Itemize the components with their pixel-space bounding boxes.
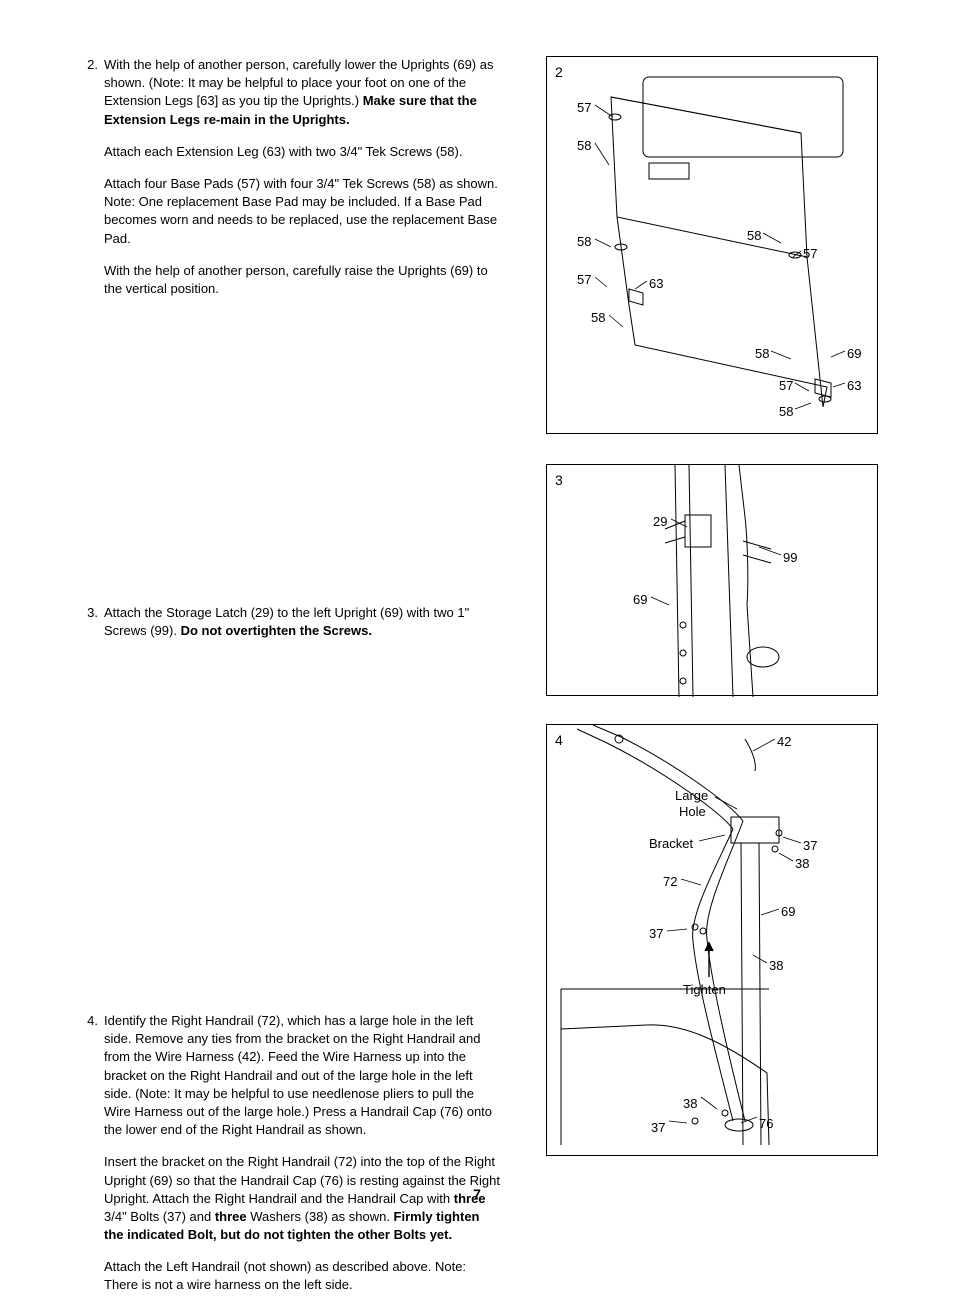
callout-label: 72: [663, 873, 677, 891]
callout-label: 99: [783, 549, 797, 567]
callout-label: 38: [769, 957, 783, 975]
callout-label: 29: [653, 513, 667, 531]
callout-label: 58: [779, 403, 793, 421]
callout-label: 38: [795, 855, 809, 873]
paragraph: Insert the bracket on the Right Handrail…: [104, 1153, 500, 1244]
step-number: 4.: [80, 1012, 104, 1309]
paragraph: Attach each Extension Leg (63) with two …: [104, 143, 500, 161]
paragraph: With the help of another person, careful…: [104, 56, 500, 129]
callout-label: 63: [847, 377, 861, 395]
callout-label: Tighten: [683, 981, 726, 999]
callout-label: 76: [759, 1115, 773, 1133]
paragraph: With the help of another person, careful…: [104, 262, 500, 298]
callout-label: 58: [747, 227, 761, 245]
callout-label: 57: [577, 271, 591, 289]
callout-label: Hole: [679, 803, 706, 821]
callout-label: 38: [683, 1095, 697, 1113]
figure-3: 3 299969: [546, 464, 878, 696]
step-number: 3.: [80, 604, 104, 744]
callout-label: 58: [577, 233, 591, 251]
figure-2: 2 57585857586358575869576358: [546, 56, 878, 434]
paragraph: Attach the Left Handrail (not shown) as …: [104, 1258, 500, 1294]
figure-4: 4: [546, 724, 878, 1156]
callout-label: 37: [803, 837, 817, 855]
callout-label: 58: [577, 137, 591, 155]
callout-label: 57: [803, 245, 817, 263]
step-number: 2.: [80, 56, 104, 456]
callout-label: 37: [651, 1119, 665, 1137]
callout-label: 58: [755, 345, 769, 363]
callout-label: Bracket: [649, 835, 693, 853]
figure-3-svg: [547, 465, 879, 697]
step-body: Identify the Right Handrail (72), which …: [104, 1012, 500, 1309]
paragraph: Attach four Base Pads (57) with four 3/4…: [104, 175, 500, 248]
callout-label: 42: [777, 733, 791, 751]
callout-label: 69: [633, 591, 647, 609]
callout-label: 69: [847, 345, 861, 363]
figure-2-svg: [547, 57, 879, 435]
callout-label: 63: [649, 275, 663, 293]
callout-label: 58: [591, 309, 605, 327]
step-body: Attach the Storage Latch (29) to the lef…: [104, 604, 500, 744]
callout-label: 57: [779, 377, 793, 395]
paragraph: Attach the Storage Latch (29) to the lef…: [104, 604, 500, 640]
step-body: With the help of another person, careful…: [104, 56, 500, 456]
callout-label: 69: [781, 903, 795, 921]
callout-label: 37: [649, 925, 663, 943]
callout-label: 57: [577, 99, 591, 117]
figure-4-svg: [547, 725, 879, 1157]
page-number: 7: [473, 1185, 481, 1205]
paragraph: Identify the Right Handrail (72), which …: [104, 1012, 500, 1139]
